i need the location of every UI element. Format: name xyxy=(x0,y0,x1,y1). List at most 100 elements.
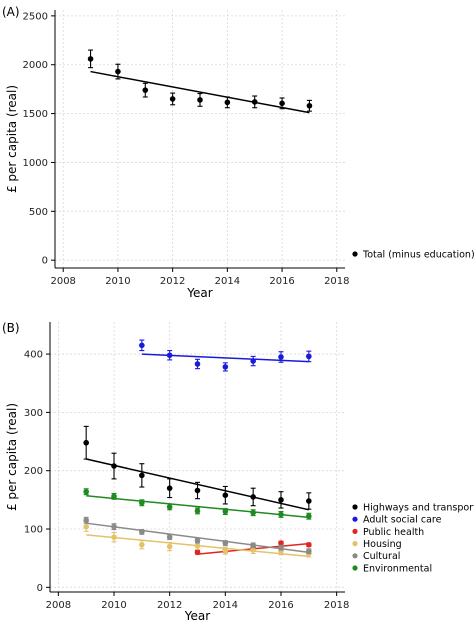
data-point xyxy=(194,537,201,544)
legend-label: Highways and transport xyxy=(363,502,474,513)
series-adult-social-care xyxy=(139,339,312,372)
data-point xyxy=(306,548,312,554)
data-point xyxy=(306,353,312,360)
legend-label: Total (minus education) xyxy=(362,249,474,260)
y-tick-label: 300 xyxy=(24,408,43,419)
x-axis-title: Year xyxy=(186,286,212,300)
data-point xyxy=(250,509,256,516)
data-point xyxy=(111,463,117,469)
x-tick-label: 2010 xyxy=(105,276,130,287)
data-point xyxy=(222,508,229,515)
legend-marker xyxy=(352,565,358,571)
fit-line xyxy=(90,70,310,114)
data-point xyxy=(306,498,312,504)
x-tick-label: 2010 xyxy=(101,600,126,611)
data-point xyxy=(194,508,201,514)
data-point xyxy=(250,494,256,500)
data-point xyxy=(169,96,176,102)
series-highways-and-transport xyxy=(83,425,312,511)
data-point xyxy=(87,56,94,62)
legend-marker xyxy=(352,504,358,510)
panel-label: (B) xyxy=(2,321,20,335)
data-point xyxy=(278,354,284,360)
series-total-minus-education xyxy=(87,49,313,114)
legend-label: Environmental xyxy=(363,563,432,574)
legend-label: Cultural xyxy=(363,551,400,562)
fit-line xyxy=(86,522,309,554)
x-tick-label: 2012 xyxy=(157,600,182,611)
legend-marker xyxy=(352,553,358,559)
data-point xyxy=(224,99,231,106)
legend-marker xyxy=(352,516,358,522)
x-tick-label: 2014 xyxy=(215,276,240,287)
data-point xyxy=(166,485,173,491)
y-tick-label: 0 xyxy=(42,256,48,267)
data-point xyxy=(139,499,145,506)
series-environmental xyxy=(83,488,312,520)
fit-line xyxy=(86,495,309,519)
data-point xyxy=(222,540,229,546)
x-tick-label: 2018 xyxy=(324,600,349,611)
data-point xyxy=(222,364,229,370)
data-point xyxy=(279,100,285,107)
data-point xyxy=(250,542,256,549)
data-point xyxy=(194,543,201,549)
data-point xyxy=(111,534,117,540)
data-point xyxy=(222,547,229,554)
data-point xyxy=(250,358,256,364)
data-point xyxy=(194,361,201,367)
y-tick-label: 100 xyxy=(24,525,43,536)
y-tick-label: 200 xyxy=(24,466,43,477)
data-point xyxy=(278,544,284,551)
legend-marker xyxy=(352,541,358,547)
x-tick-label: 2008 xyxy=(46,600,71,611)
data-point xyxy=(194,487,201,494)
data-point xyxy=(166,543,173,550)
legend: Highways and transport Adult social careP… xyxy=(352,502,474,574)
data-point xyxy=(251,99,258,105)
x-tick-label: 2016 xyxy=(269,276,294,287)
x-tick-label: 2008 xyxy=(50,276,75,287)
data-point xyxy=(222,492,229,498)
data-point xyxy=(278,540,284,546)
legend-marker xyxy=(352,251,358,257)
data-point xyxy=(166,534,173,540)
data-point xyxy=(83,517,89,524)
y-tick-label: 1500 xyxy=(23,109,48,120)
data-point xyxy=(142,87,149,93)
panel-label: (A) xyxy=(2,5,20,19)
data-point xyxy=(139,342,145,349)
data-point xyxy=(83,523,89,530)
data-point xyxy=(194,549,201,556)
chart-panel-a: (A) 2008 2010 2012 2014 2016 2018 0 500 1000 1500 2… xyxy=(2,5,474,300)
x-tick-label: 2012 xyxy=(160,276,185,287)
y-tick-label: 1000 xyxy=(23,158,48,169)
y-axis-title: £ per capita (real) xyxy=(5,85,19,193)
data-point xyxy=(197,97,203,103)
series-cultural xyxy=(83,516,312,555)
legend-marker xyxy=(352,528,358,535)
data-point xyxy=(166,504,173,510)
y-tick-label: 2500 xyxy=(23,11,48,22)
data-point xyxy=(139,472,145,479)
data-point xyxy=(278,511,284,518)
data-point xyxy=(111,493,117,500)
legend-label: Housing xyxy=(363,539,402,550)
legend: Total (minus education) xyxy=(352,249,474,260)
y-tick-label: 400 xyxy=(24,350,43,361)
data-point xyxy=(115,68,121,75)
x-tick-label: 2018 xyxy=(324,276,349,287)
data-point xyxy=(139,541,145,548)
y-axis-title: £ per capita (real) xyxy=(5,403,19,511)
data-point xyxy=(306,513,312,519)
data-point xyxy=(306,541,312,548)
data-point xyxy=(111,523,117,530)
data-point xyxy=(306,102,313,109)
data-point xyxy=(250,547,256,553)
chart-panel-b: (B) 2008 2010 2012 2014 2016 2018 0 100 200 300 400… xyxy=(2,321,474,622)
y-tick-label: 2000 xyxy=(23,60,48,71)
data-point xyxy=(83,439,89,446)
x-tick-label: 2016 xyxy=(268,600,293,611)
y-tick-label: 500 xyxy=(29,207,48,218)
